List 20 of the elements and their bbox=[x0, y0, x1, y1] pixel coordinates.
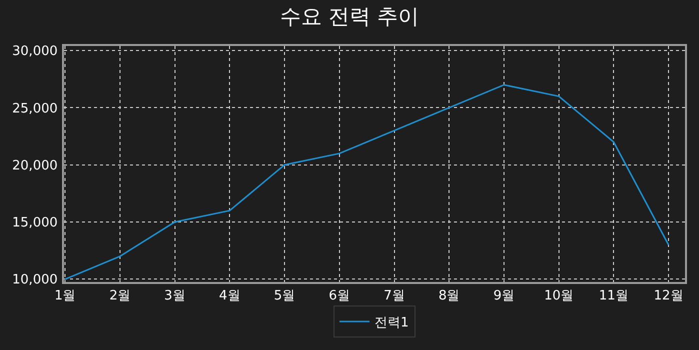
x-tick-label: 9월 bbox=[493, 288, 515, 304]
chart-title: 수요 전력 추이 bbox=[280, 4, 420, 28]
x-tick-label: 4월 bbox=[219, 288, 240, 304]
legend-label: 전력1 bbox=[374, 316, 409, 331]
line-series bbox=[64, 84, 670, 280]
y-tick-label: 15,000 bbox=[12, 216, 58, 231]
x-tick-label: 3월 bbox=[164, 288, 186, 304]
x-tick-label: 10월 bbox=[544, 288, 574, 304]
x-tick-label: 1월 bbox=[54, 288, 76, 304]
x-tick-label: 5월 bbox=[274, 288, 296, 304]
x-tick-label: 7월 bbox=[384, 288, 405, 304]
y-tick-label: 25,000 bbox=[12, 101, 58, 116]
x-tick-label: 8월 bbox=[438, 288, 460, 304]
x-tick-label: 2월 bbox=[109, 288, 131, 304]
y-tick-label: 10,000 bbox=[12, 272, 58, 288]
x-tick-label: 6월 bbox=[328, 288, 350, 304]
x-tick-label: 11월 bbox=[598, 288, 628, 304]
y-tick-label: 30,000 bbox=[12, 44, 58, 60]
y-tick-label: 20,000 bbox=[12, 158, 58, 174]
x-tick-label: 12월 bbox=[654, 288, 684, 304]
